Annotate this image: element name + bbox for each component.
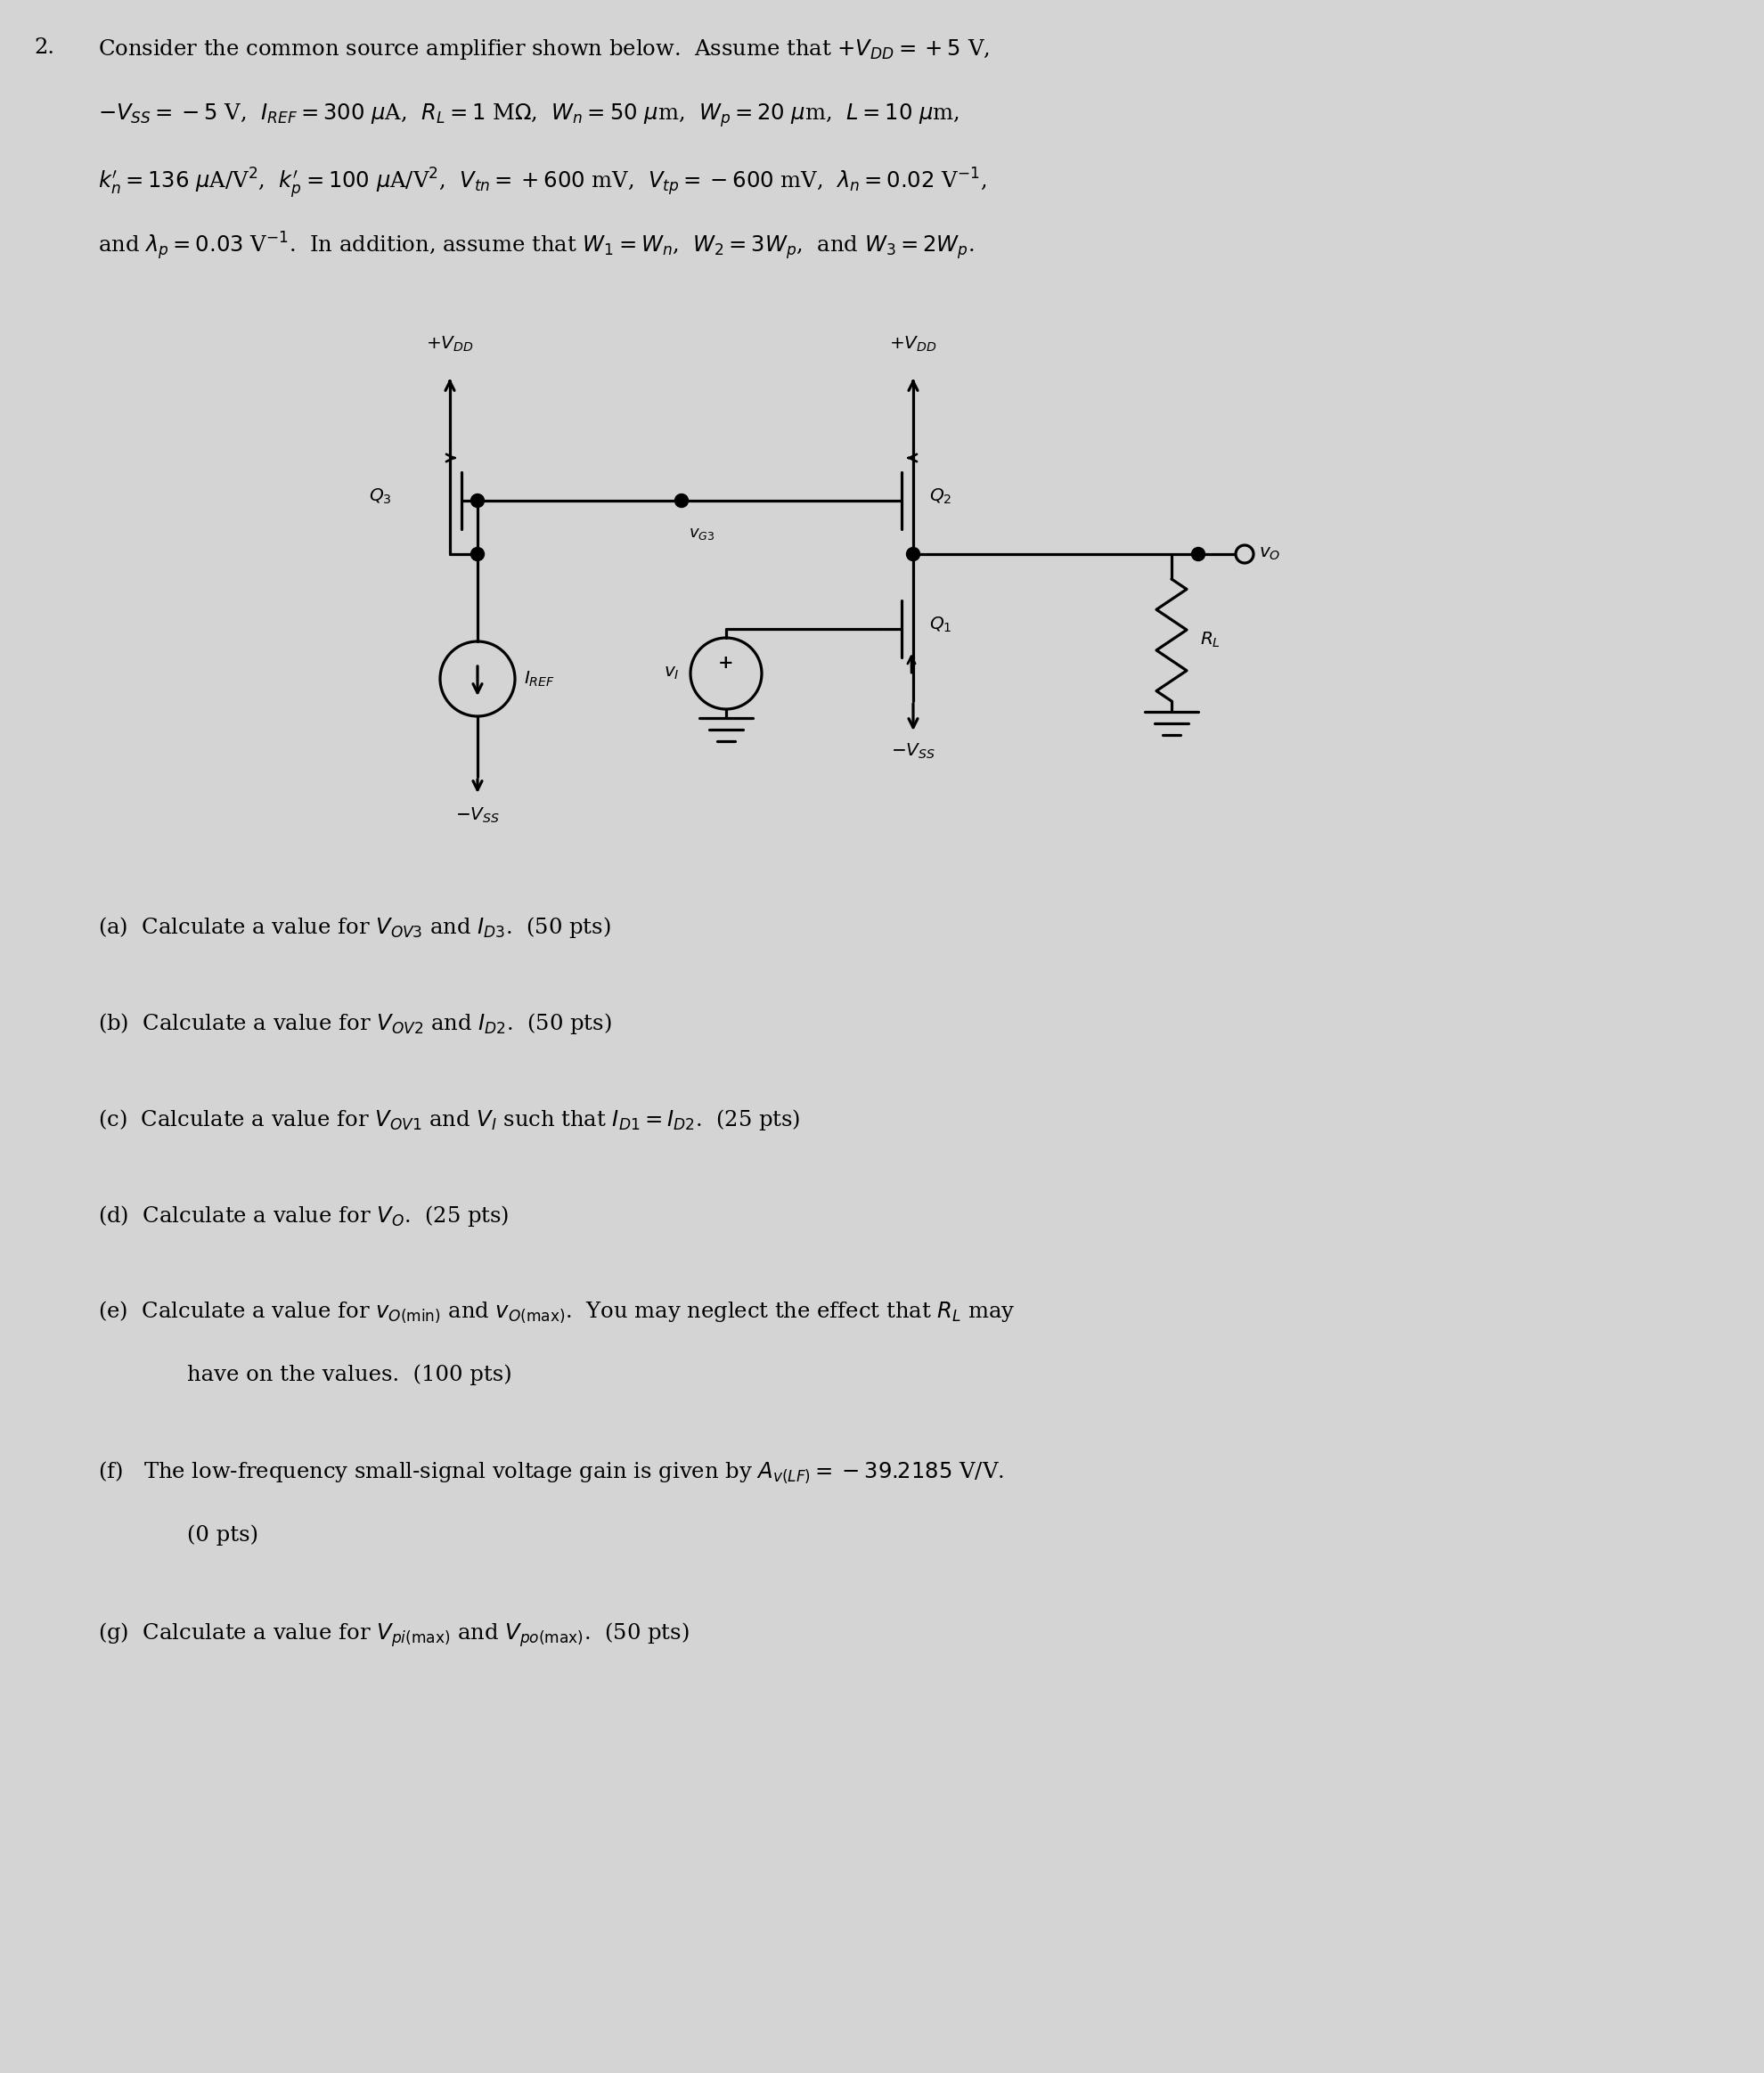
Text: $v_O$: $v_O$ — [1259, 545, 1281, 562]
Text: $Q_3$: $Q_3$ — [369, 487, 392, 506]
Text: $-V_{SS} = -5$ V,  $I_{REF} = 300$ $\mu$A,  $R_L = 1$ M$\Omega$,  $W_n = 50$ $\m: $-V_{SS} = -5$ V, $I_{REF} = 300$ $\mu$A… — [99, 102, 960, 129]
Text: (g)  Calculate a value for $V_{pi(\mathrm{max})}$ and $V_{po(\mathrm{max})}$.  (: (g) Calculate a value for $V_{pi(\mathrm… — [99, 1621, 690, 1648]
Text: (a)  Calculate a value for $V_{OV3}$ and $I_{D3}$.  (50 pts): (a) Calculate a value for $V_{OV3}$ and … — [99, 914, 610, 939]
Circle shape — [676, 493, 688, 508]
Text: (f)   The low-frequency small-signal voltage gain is given by $A_{v(LF)} = -39.2: (f) The low-frequency small-signal volta… — [99, 1459, 1004, 1486]
Text: and $\lambda_p = 0.03$ V$^{-1}$.  In addition, assume that $W_1 = W_n$,  $W_2 = : and $\lambda_p = 0.03$ V$^{-1}$. In addi… — [99, 230, 974, 261]
Text: (0 pts): (0 pts) — [187, 1524, 258, 1544]
Circle shape — [907, 547, 919, 562]
Text: $v_{G3}$: $v_{G3}$ — [688, 527, 714, 541]
Text: $Q_2$: $Q_2$ — [930, 487, 953, 506]
Text: (d)  Calculate a value for $V_O$.  (25 pts): (d) Calculate a value for $V_O$. (25 pts… — [99, 1204, 510, 1229]
Text: $+V_{DD}$: $+V_{DD}$ — [425, 334, 475, 354]
Text: Consider the common source amplifier shown below.  Assume that $+V_{DD} = +5$ V,: Consider the common source amplifier sho… — [99, 37, 990, 62]
Text: $v_I$: $v_I$ — [663, 665, 679, 682]
Text: (c)  Calculate a value for $V_{OV1}$ and $V_I$ such that $I_{D1} = I_{D2}$.  (25: (c) Calculate a value for $V_{OV1}$ and … — [99, 1107, 801, 1132]
Text: (b)  Calculate a value for $V_{OV2}$ and $I_{D2}$.  (50 pts): (b) Calculate a value for $V_{OV2}$ and … — [99, 1012, 612, 1036]
Text: $-V_{SS}$: $-V_{SS}$ — [455, 806, 499, 825]
Circle shape — [471, 547, 483, 562]
Text: (e)  Calculate a value for $v_{O(\mathrm{min})}$ and $v_{O(\mathrm{max})}$.  You: (e) Calculate a value for $v_{O(\mathrm{… — [99, 1300, 1014, 1325]
Text: have on the values.  (100 pts): have on the values. (100 pts) — [187, 1364, 512, 1385]
Text: $R_L$: $R_L$ — [1200, 630, 1221, 649]
Text: $k_n^{\prime} = 136$ $\mu$A/V$^2$,  $k_p^{\prime} = 100$ $\mu$A/V$^2$,  $V_{tn} : $k_n^{\prime} = 136$ $\mu$A/V$^2$, $k_p^… — [99, 166, 986, 201]
Text: $+V_{DD}$: $+V_{DD}$ — [889, 334, 937, 354]
Text: +: + — [718, 653, 734, 672]
Circle shape — [471, 493, 483, 508]
Text: $-V_{SS}$: $-V_{SS}$ — [891, 742, 935, 761]
Text: $I_{REF}$: $I_{REF}$ — [524, 670, 556, 688]
Text: $Q_1$: $Q_1$ — [930, 616, 953, 634]
Text: 2.: 2. — [34, 37, 55, 58]
Circle shape — [1192, 547, 1205, 562]
